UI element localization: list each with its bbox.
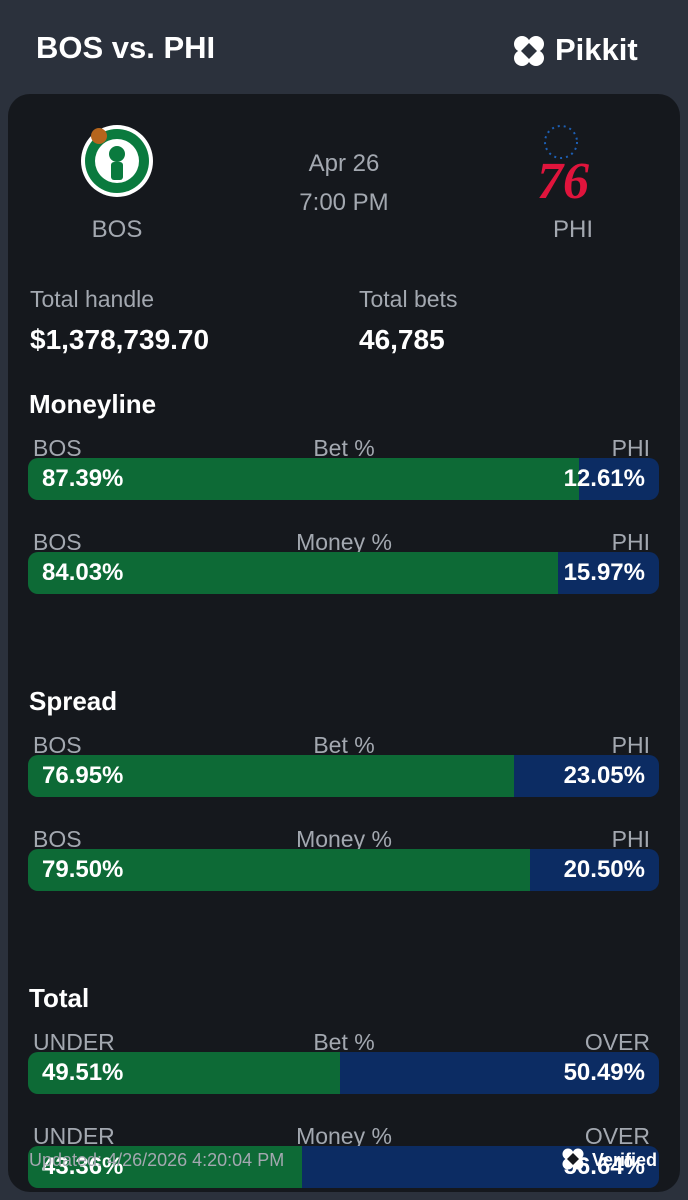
brand-icon [514,36,544,66]
right-segment: 15.97% [558,552,659,594]
stat-label: Total bets [359,286,458,312]
verified-icon [562,1148,584,1170]
metric-label: Bet % [313,732,375,758]
home-logo-text: 76 [537,153,589,204]
away-team: BOS [91,216,143,243]
metric-label: Bet % [313,435,375,461]
right-segment: 56.64% [301,1146,659,1188]
right-segment: 20.50% [529,849,659,891]
section-title: Moneyline [29,389,157,419]
split-bar: 76.95% 23.05% [28,755,659,797]
stat-value: 46,785 [359,324,445,355]
left-segment: 84.03% [28,552,559,594]
right-label: PHI [611,435,650,461]
left-label: BOS [33,435,82,461]
right-label: PHI [611,732,650,758]
left-segment: 43.36% [28,1146,302,1188]
right-label: OVER [584,1123,650,1149]
left-label: UNDER [33,1029,115,1055]
left-segment: 76.95% [28,755,514,797]
stat-value: $1,378,739.70 [30,324,210,355]
right-segment: 50.49% [340,1052,659,1094]
section-title: Spread [29,686,118,716]
split-bar: 49.51% 50.49% [28,1052,659,1094]
stat-label: Total handle [30,286,155,312]
left-segment: 49.51% [28,1052,341,1094]
split-bar: 79.50% 20.50% [28,849,659,891]
left-segment: 79.50% [28,849,530,891]
left-label: UNDER [33,1123,115,1149]
right-segment: 12.61% [564,458,659,500]
metric-label: Bet % [313,1029,375,1055]
metric-label: Money % [296,1123,392,1149]
split-bar: 84.03% 15.97% [28,552,659,594]
left-label: BOS [33,732,82,758]
verified: Verified [592,1150,658,1170]
metric-label: Money % [296,529,392,555]
away-logo [81,125,153,197]
title: BOS vs. PHI [36,30,216,65]
right-segment: 23.05% [513,755,659,797]
home-logo: 76 [537,125,589,204]
right-label: PHI [611,529,650,555]
left-segment: 87.39% [28,458,580,500]
split-bar: 43.36% 56.64% [28,1146,659,1188]
left-label: BOS [33,826,82,852]
card: BOS Apr 26 7:00 PM 76 PHI Total handle $… [8,94,680,1192]
game-time: 7:00 PM [299,189,389,216]
brand: Pikkit [555,32,638,67]
home-team: PHI [552,216,593,243]
left-label: BOS [33,529,82,555]
split-bar: 87.39% 12.61% [28,458,659,500]
right-label: PHI [611,826,650,852]
game-date: Apr 26 [308,150,380,177]
metric-label: Money % [296,826,392,852]
section-title: Total [29,983,90,1013]
updated: Updated: 4/26/2026 4:20:04 PM [29,1150,285,1170]
right-label: OVER [584,1029,650,1055]
